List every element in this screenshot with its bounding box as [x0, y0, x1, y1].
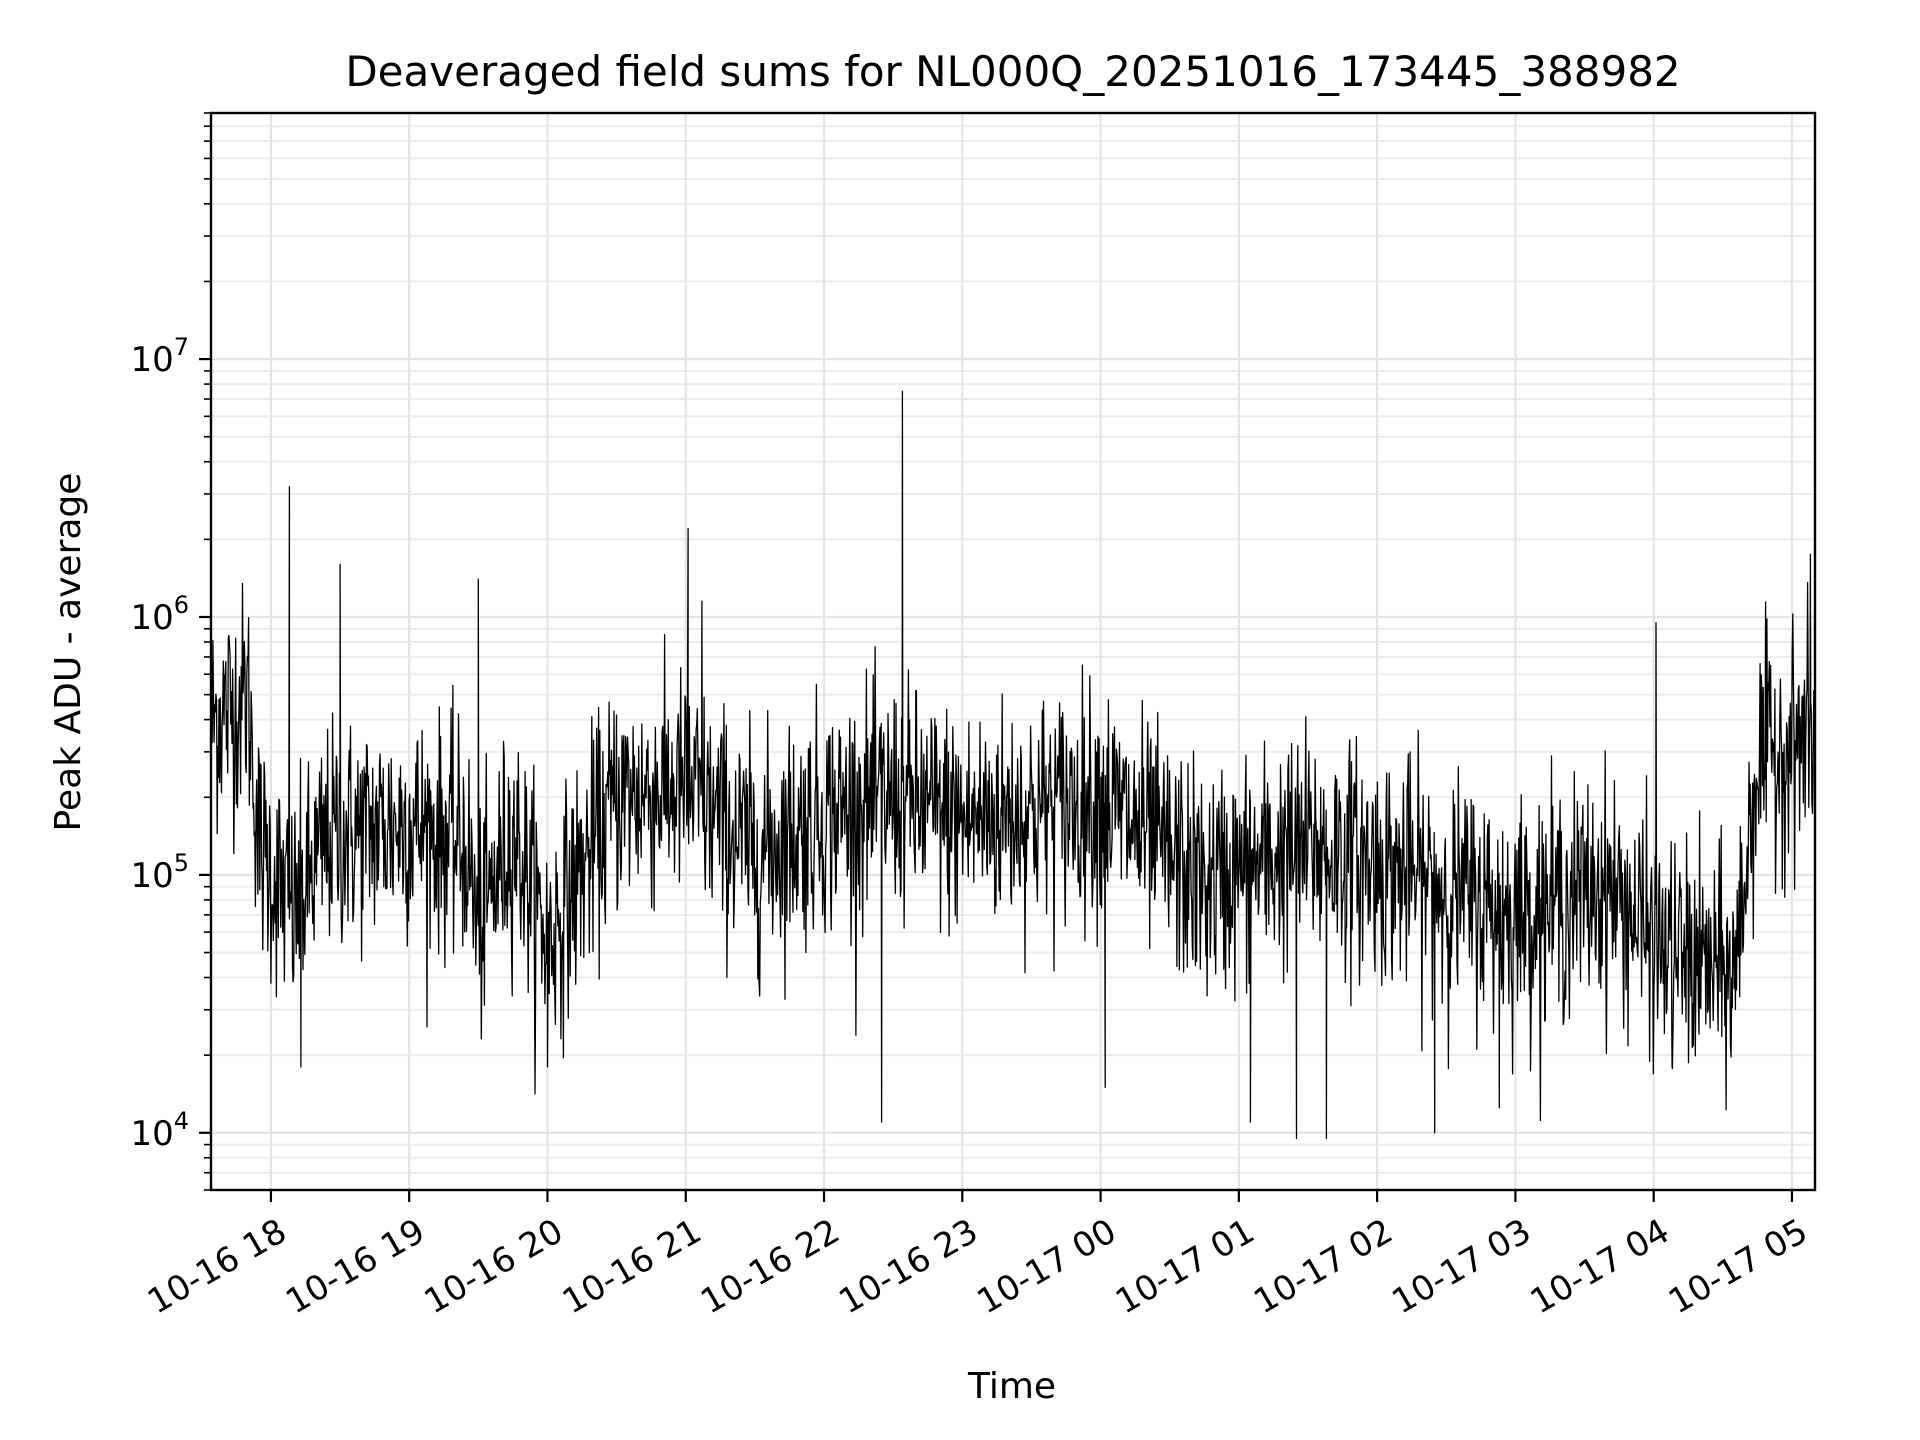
x-axis-label: Time — [967, 1366, 1056, 1407]
y-tick-label: 107 — [130, 333, 189, 380]
y-tick-label: 104 — [130, 1107, 189, 1154]
series-line — [210, 390, 1816, 1140]
chart-title: Deaveraged field sums for NL000Q_2025101… — [345, 47, 1680, 96]
y-tick-label: 106 — [130, 591, 189, 638]
y-tick-label: 105 — [130, 849, 189, 896]
series-layer — [210, 390, 1816, 1140]
y-axis-label: Peak ADU - average — [48, 473, 89, 832]
y-axis: 104 105 106 107 — [130, 112, 211, 1191]
plot-frame — [209, 111, 1817, 1192]
